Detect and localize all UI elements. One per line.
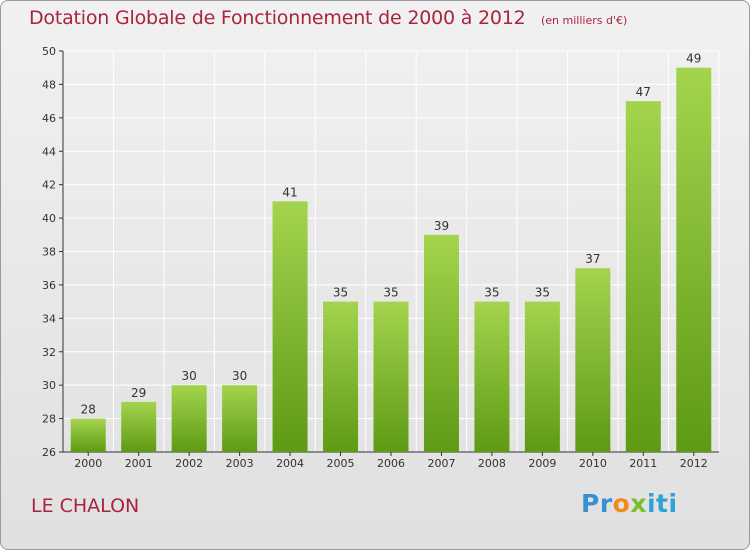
unit-note: (en milliers d'€) [541,14,628,27]
x-tick-label: 2000 [74,457,102,470]
x-tick-label: 2005 [327,457,355,470]
data-label: 30 [232,369,247,383]
y-tick-label: 36 [42,279,56,292]
bar [625,101,661,452]
y-tick-label: 42 [42,179,56,192]
data-label: 39 [434,219,449,233]
bar [373,301,409,452]
bar [676,67,712,452]
x-tick-label: 2010 [579,457,607,470]
y-tick-label: 26 [42,446,56,459]
y-tick-label: 38 [42,246,56,259]
y-tick-label: 40 [42,212,56,225]
data-label: 35 [535,286,550,300]
proxiti-logo[interactable]: Proxiti [581,489,678,518]
y-tick-label: 30 [42,379,56,392]
y-tick-label: 28 [42,413,56,426]
y-tick-label: 50 [42,45,56,58]
bar [222,385,258,452]
labels: 28 29 30 30 41 35 35 39 35 35 37 47 49 [81,52,702,417]
y-tick-label: 44 [42,145,56,158]
bar [70,418,106,452]
bars [70,67,712,452]
x-tick-label: 2008 [478,457,506,470]
x-tick-label: 2004 [276,457,304,470]
bar [121,401,157,452]
bar [575,268,611,452]
bar [171,385,207,452]
axes: 26 28 30 32 34 36 38 40 42 44 46 48 50 2000 2001 2002 20… [42,45,719,470]
data-label: 35 [484,286,499,300]
y-tick-label: 46 [42,112,56,125]
x-tick-label: 2009 [528,457,556,470]
x-tick-label: 2007 [427,457,455,470]
x-tick-label: 2002 [175,457,203,470]
x-tick-label: 2011 [629,457,657,470]
bar [323,301,359,452]
data-label: 37 [585,252,600,266]
y-tick-label: 34 [42,312,56,325]
bar [474,301,510,452]
y-tick-label: 32 [42,346,56,359]
data-label: 49 [686,52,701,66]
y-tick-label: 48 [42,78,56,91]
data-label: 35 [383,286,398,300]
data-label: 28 [81,403,96,417]
x-tick-label: 2003 [226,457,254,470]
data-label: 30 [182,369,197,383]
data-label: 29 [131,386,146,400]
bar [423,234,459,452]
commune-name: LE CHALON [31,495,140,517]
bar [272,201,308,452]
x-tick-label: 2006 [377,457,405,470]
chart-title: Dotation Globale de Fonctionnement de 20… [29,7,526,29]
data-label: 47 [636,85,651,99]
data-label: 35 [333,286,348,300]
data-label: 41 [282,185,297,199]
x-tick-label: 2012 [680,457,708,470]
bar [524,301,560,452]
x-tick-label: 2001 [125,457,153,470]
